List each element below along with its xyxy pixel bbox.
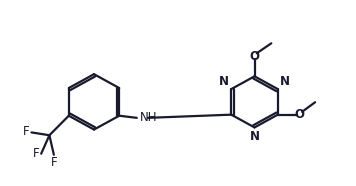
Text: N: N	[219, 75, 229, 88]
Text: F: F	[51, 156, 58, 169]
Text: O: O	[250, 50, 260, 63]
Text: F: F	[23, 125, 30, 138]
Text: F: F	[33, 147, 40, 160]
Text: NH: NH	[140, 111, 157, 124]
Text: N: N	[280, 75, 290, 88]
Text: N: N	[250, 130, 260, 142]
Text: O: O	[294, 108, 304, 121]
